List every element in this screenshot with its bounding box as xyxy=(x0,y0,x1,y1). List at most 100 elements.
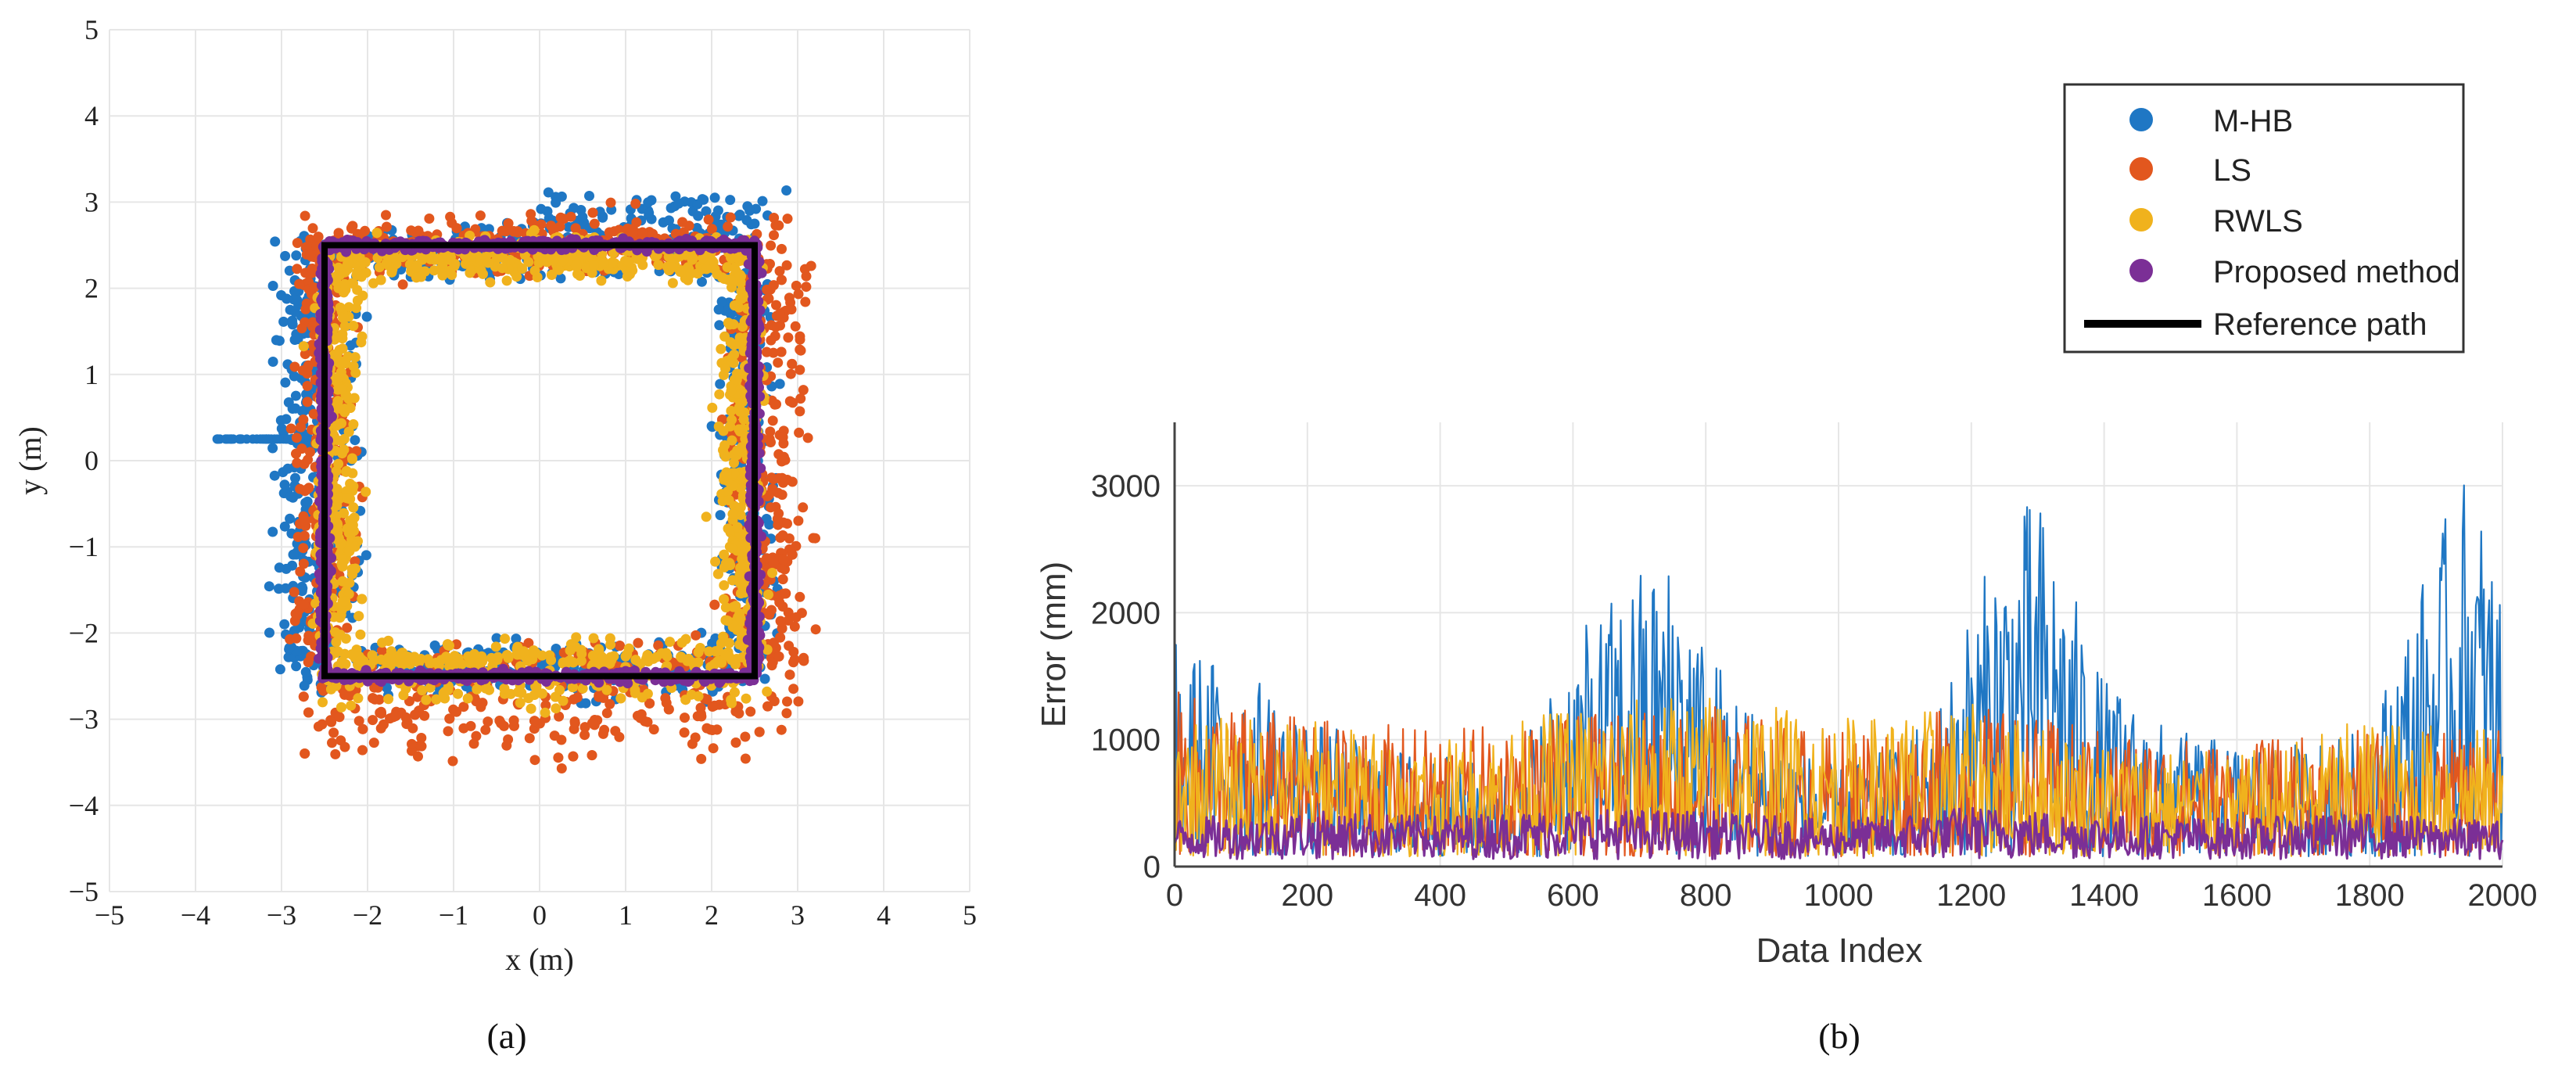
rwls-point xyxy=(318,697,328,708)
mhb-point xyxy=(279,619,290,630)
rwls-point xyxy=(336,559,347,570)
ls-point xyxy=(798,385,809,396)
mhb-point xyxy=(264,627,274,638)
rwls-point xyxy=(347,454,357,465)
rwls-point xyxy=(554,264,565,275)
rwls-point xyxy=(298,341,309,352)
rwls-point xyxy=(727,275,737,286)
rwls-point xyxy=(331,680,342,691)
ls-point xyxy=(579,722,590,733)
rwls-point xyxy=(736,546,747,557)
mhb-point xyxy=(242,434,252,444)
ls-point xyxy=(424,214,435,224)
rwls-point xyxy=(448,660,459,671)
ls-point xyxy=(793,515,804,526)
mhb-point xyxy=(279,521,290,532)
rwls-point xyxy=(345,403,356,413)
rwls-point xyxy=(642,650,653,661)
ls-point xyxy=(300,349,310,360)
mhb-point xyxy=(725,195,736,206)
ls-point xyxy=(795,364,805,375)
rwls-point xyxy=(732,522,743,533)
rwls-point xyxy=(436,262,447,273)
rwls-point xyxy=(421,695,432,705)
rwls-point xyxy=(353,693,364,704)
mhb-point xyxy=(269,470,280,481)
ls-point xyxy=(499,720,509,731)
mhb-point xyxy=(296,586,307,597)
ls-point xyxy=(782,214,793,224)
rwls-point xyxy=(565,645,576,656)
ls-point xyxy=(317,719,328,730)
rwls-point xyxy=(492,655,503,666)
ls-point xyxy=(357,745,368,756)
ls-point xyxy=(292,238,303,249)
ls-point xyxy=(333,228,344,239)
ls-point xyxy=(780,454,791,465)
ls-point xyxy=(299,530,310,541)
ls-point xyxy=(788,397,798,408)
ls-point xyxy=(325,715,336,726)
rwls-point xyxy=(345,522,355,533)
ls-point xyxy=(774,308,785,319)
rwls-point xyxy=(467,657,478,668)
rwls-point xyxy=(497,253,508,263)
ls-point xyxy=(783,607,794,618)
ls-point xyxy=(289,361,300,372)
rwls-point xyxy=(349,393,360,404)
mhb-point xyxy=(267,443,278,454)
ls-point xyxy=(725,212,736,223)
rwls-point xyxy=(741,693,752,704)
mhb-point xyxy=(691,223,702,233)
ls-point xyxy=(556,763,567,773)
ls-point xyxy=(508,715,519,726)
rwls-point xyxy=(719,580,730,590)
mhb-point xyxy=(278,316,289,327)
ls-point xyxy=(553,752,564,763)
rwls-point xyxy=(335,612,346,623)
rwls-point xyxy=(576,648,587,659)
rwls-point xyxy=(732,445,743,456)
rwls-point xyxy=(490,641,501,652)
rwls-point xyxy=(701,511,712,522)
mhb-point xyxy=(213,434,222,444)
rwls-point xyxy=(729,263,740,274)
rwls-point xyxy=(726,405,737,416)
ls-point xyxy=(328,727,339,738)
mhb-point xyxy=(757,196,768,206)
ls-point xyxy=(773,651,784,662)
rwls-point xyxy=(331,521,342,532)
rwls-point xyxy=(349,512,360,523)
ls-point xyxy=(691,630,701,641)
rwls-point xyxy=(694,643,705,653)
ls-point xyxy=(594,691,605,702)
rwls-point xyxy=(710,556,721,567)
ls-point xyxy=(400,712,411,723)
rwls-point xyxy=(723,318,734,328)
ls-point xyxy=(368,738,379,748)
ls-point xyxy=(410,709,421,720)
ls-point xyxy=(795,406,805,417)
ls-point xyxy=(776,275,787,285)
ls-point xyxy=(631,217,642,228)
ls-point xyxy=(683,221,694,232)
rwls-point xyxy=(339,321,350,332)
rwls-point xyxy=(336,418,346,429)
rwls-point xyxy=(343,426,354,437)
mhb-point xyxy=(577,212,588,222)
rwls-point xyxy=(605,633,615,644)
rwls-point xyxy=(512,648,523,659)
rwls-point xyxy=(693,691,704,702)
ls-point xyxy=(730,738,741,748)
mhb-point xyxy=(290,307,301,318)
ls-point xyxy=(791,280,802,291)
ls-point xyxy=(781,260,792,271)
mhb-point xyxy=(288,549,299,560)
rwls-point xyxy=(414,657,425,668)
ls-point xyxy=(769,230,779,241)
ls-point xyxy=(299,599,310,610)
mhb-point xyxy=(264,581,274,592)
ls-point xyxy=(780,588,791,599)
rwls-point xyxy=(350,352,361,363)
rwls-point xyxy=(725,421,736,432)
